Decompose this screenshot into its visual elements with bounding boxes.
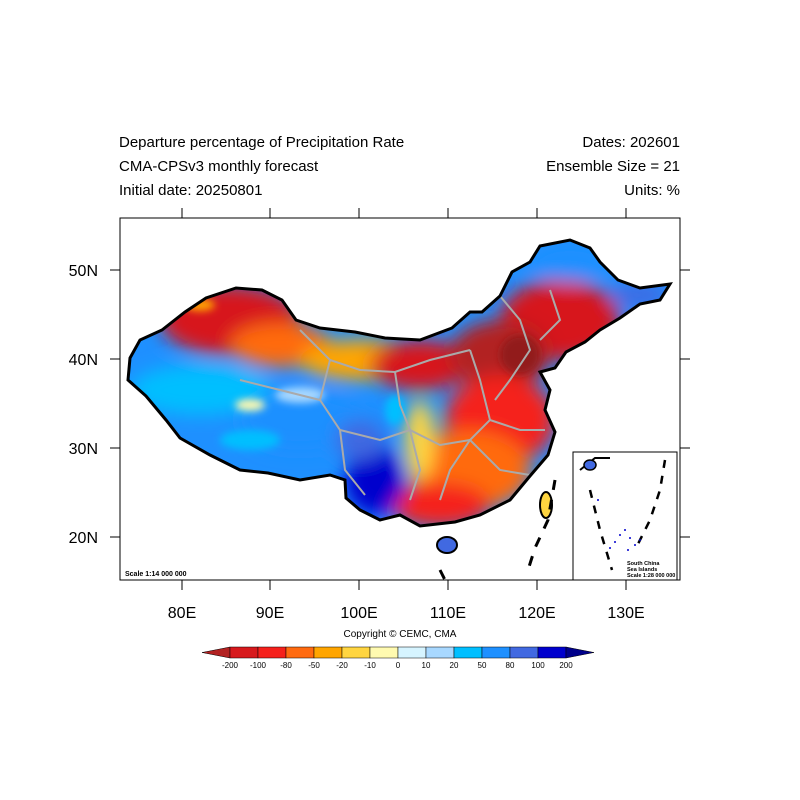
inset-scale: Scale 1:28 000 000 — [627, 573, 675, 579]
inset-label-1: South China — [627, 561, 660, 567]
colorbar-tick-label: -100 — [250, 661, 267, 670]
colorbar-tick-label: 10 — [422, 661, 431, 670]
colorbar-swatch — [537, 646, 567, 659]
colorbar-tick-label: -10 — [364, 661, 376, 670]
south-china-sea-inset: South China Sea Islands Scale 1:28 000 0… — [572, 451, 678, 581]
colorbar-swatch — [481, 646, 511, 659]
lat-label-40n: 40N — [69, 352, 98, 369]
colorbar-swatch — [229, 646, 259, 659]
colorbar-tick-label: -80 — [280, 661, 292, 670]
lon-label-80e: 80E — [168, 605, 196, 622]
colorbar-swatch — [341, 646, 371, 659]
axis-ticks — [110, 208, 690, 590]
lat-label-50n: 50N — [69, 263, 98, 280]
colorbar-swatch — [369, 646, 399, 659]
colorbar-tick-label: -200 — [222, 661, 239, 670]
map-scale: Scale 1:14 000 000 — [125, 571, 187, 578]
colorbar-swatch — [257, 646, 287, 659]
colorbar-tick-label: 80 — [506, 661, 515, 670]
colorbar-tick-label: 200 — [559, 661, 573, 670]
nine-dash-line — [438, 479, 557, 581]
colorbar-tick-label: 50 — [478, 661, 487, 670]
initial-date: Initial date: 20250801 — [119, 182, 263, 199]
colorbar-tick-label: -50 — [308, 661, 320, 670]
lon-label-120e: 120E — [518, 605, 555, 622]
colorbar-swatch — [509, 646, 539, 659]
colorbar-left-arrow — [201, 646, 231, 659]
lat-label-30n: 30N — [69, 441, 98, 458]
colorbar-tick-label: 0 — [396, 661, 401, 670]
colorbar-swatch — [313, 646, 343, 659]
lon-label-110e: 110E — [430, 605, 466, 622]
hainan-island — [436, 536, 458, 554]
colorbar-right-arrow — [565, 646, 595, 659]
lon-label-90e: 90E — [256, 605, 284, 622]
colorbar-tick-label: 100 — [531, 661, 545, 670]
colorbar-swatch — [397, 646, 427, 659]
colorbar-swatch — [285, 646, 315, 659]
lon-label-100e: 100E — [340, 605, 377, 622]
lat-label-20n: 20N — [69, 530, 98, 547]
colorbar-swatch — [453, 646, 483, 659]
province-boundaries — [239, 289, 562, 501]
china-border — [126, 238, 673, 528]
colorbar-swatch — [425, 646, 455, 659]
inset-label-2: Sea Islands — [627, 567, 657, 573]
copyright: Copyright © CEMC, CMA — [344, 629, 457, 640]
units-label: Units: % — [624, 182, 680, 199]
ensemble-size: Ensemble Size = 21 — [546, 158, 680, 175]
model-subtitle: CMA-CPSv3 monthly forecast — [119, 158, 319, 175]
precipitation-field — [128, 240, 670, 526]
colorbar-tick-label: 20 — [450, 661, 459, 670]
colorbar: -200 -100 -80 -50 -20 -10 0 10 20 50 80 100 200 — [201, 646, 595, 670]
colorbar-tick-label: -20 — [336, 661, 348, 670]
chart-title: Departure percentage of Precipitation Ra… — [119, 134, 405, 151]
lon-label-130e: 130E — [607, 605, 644, 622]
forecast-dates: Dates: 202601 — [582, 134, 680, 151]
